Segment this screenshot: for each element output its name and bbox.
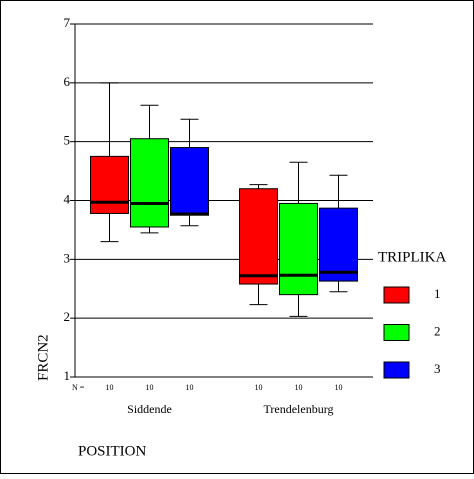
box [130, 138, 169, 228]
legend-label: 3 [434, 361, 441, 376]
box [279, 202, 318, 296]
y-tick-label: 5 [64, 133, 71, 148]
legend-swatch [383, 361, 410, 379]
x-tick-label: Trendelenburg [264, 402, 334, 416]
n-value: 10 [186, 383, 194, 392]
n-value: 10 [106, 383, 114, 392]
n-value: 10 [146, 383, 154, 392]
y-tick-label: 3 [64, 250, 71, 265]
y-axis-label: FRCN2 [35, 334, 51, 381]
x-tick-label: Siddende [127, 402, 172, 416]
box [319, 207, 358, 282]
legend-label: 2 [434, 323, 441, 338]
n-value: 10 [255, 383, 263, 392]
legend-swatch [383, 286, 410, 304]
legend-label: 1 [434, 286, 441, 301]
box [90, 155, 129, 214]
y-tick-label: 2 [64, 309, 71, 324]
box [239, 188, 278, 285]
box [170, 147, 209, 216]
y-tick-label: 1 [64, 368, 71, 383]
n-value: 10 [295, 383, 303, 392]
legend-swatch [383, 324, 410, 341]
n-label: N = [72, 383, 85, 392]
y-tick-label: 6 [64, 74, 71, 89]
n-value: 10 [335, 383, 343, 392]
x-axis-label: POSITION [78, 443, 147, 459]
y-tick-label: 4 [64, 191, 71, 206]
y-tick-label: 7 [64, 15, 71, 30]
legend-title: TRIPLIKA [378, 249, 446, 265]
